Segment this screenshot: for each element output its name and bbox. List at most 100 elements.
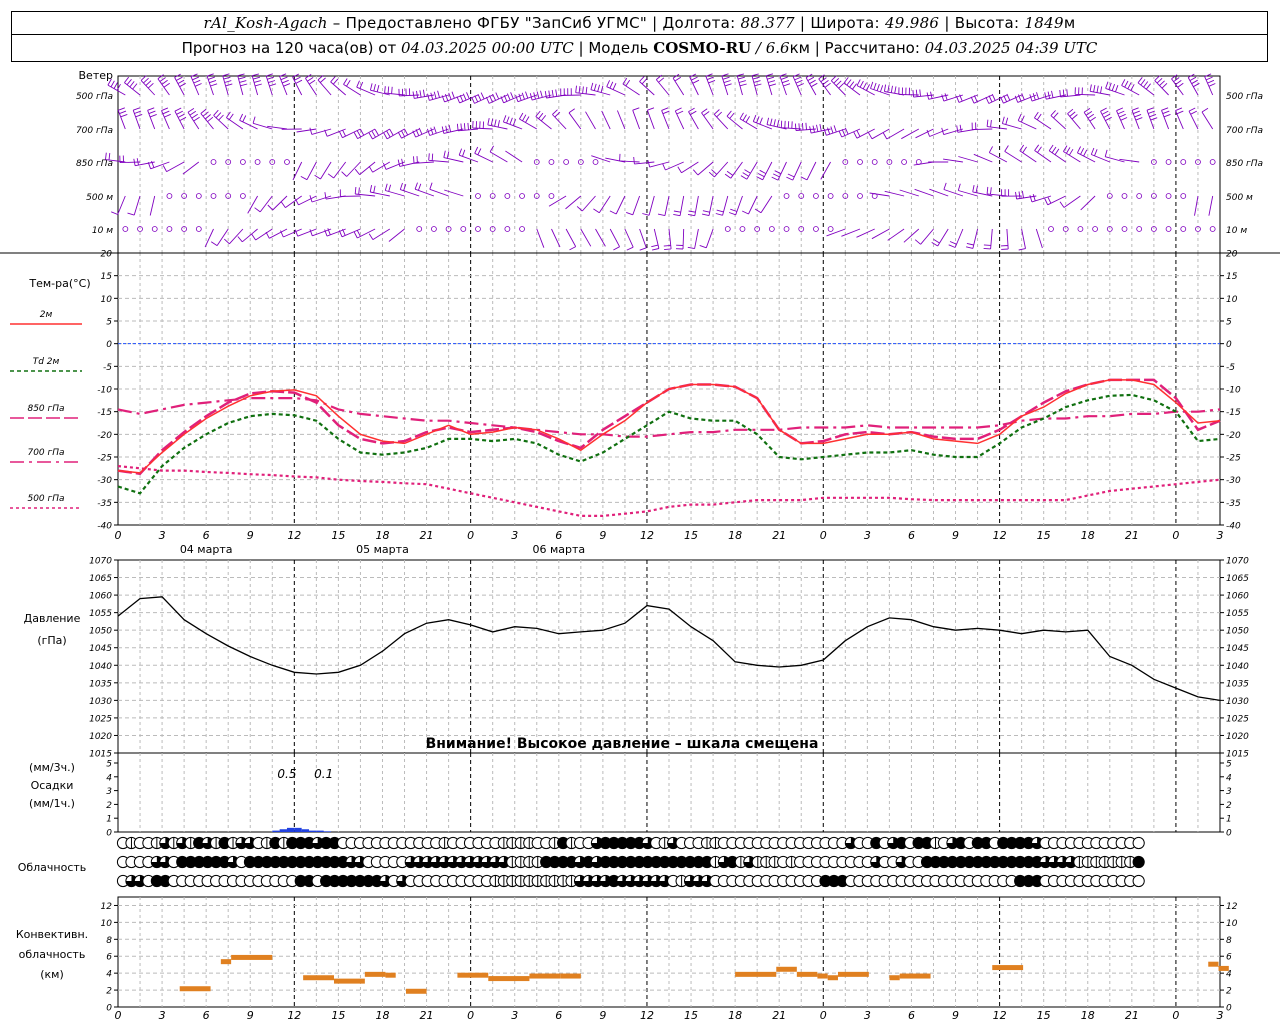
time-tick-label-bottom: 3 <box>1217 1009 1224 1022</box>
wind-calm-circle <box>137 226 143 232</box>
wind-barb <box>305 74 317 96</box>
wind-barb <box>1001 116 1022 130</box>
wind-barb <box>870 81 890 96</box>
cloud-cover-fill <box>667 837 679 849</box>
wind-barb <box>237 73 248 96</box>
wind-calm-circle <box>489 226 496 232</box>
wind-barb <box>692 161 714 176</box>
wind-barb <box>622 77 640 96</box>
wind-barb <box>632 107 641 130</box>
time-tick-label: 3 <box>159 529 166 542</box>
precip_panel-tick-label-left: 1 <box>106 815 112 825</box>
wind-barb <box>687 195 699 217</box>
wind-barb <box>111 195 126 215</box>
time-tick-label-bottom: 18 <box>728 1009 742 1022</box>
wind-calm-circle <box>504 226 511 232</box>
wind-barb <box>213 109 229 130</box>
time-tick-label: 9 <box>952 529 959 542</box>
wind-barb <box>713 109 729 130</box>
conv-cloud-bar <box>992 965 1024 971</box>
wind-barb <box>646 107 655 130</box>
precip_panel-tick-label-right: 5 <box>1226 760 1232 770</box>
wind-barb <box>943 182 964 197</box>
wind-calm-circle <box>195 193 202 199</box>
wind-calm-circle <box>548 193 555 199</box>
wind-calm-circle <box>813 193 819 199</box>
model-label: | Модель <box>573 39 654 57</box>
wind-barb <box>663 228 672 251</box>
wind-calm-circle <box>533 159 540 165</box>
cloud-cover-fill <box>659 875 671 887</box>
pressure_panel-tick-label-right: 1030 <box>1226 697 1249 707</box>
conv_panel-tick-label-left: 10 <box>101 919 113 929</box>
wind-calm-circle <box>1062 226 1069 232</box>
precip-bar <box>301 829 310 832</box>
wind-calm-circle <box>1150 193 1157 199</box>
wind-calm-circle <box>166 226 173 232</box>
temp-legend-label: Td 2м <box>33 357 60 367</box>
wind-calm-circle <box>475 193 481 199</box>
pressure-unit: (гПа) <box>37 634 66 647</box>
precip-unit-3h: (мм/3ч.) <box>29 761 75 774</box>
cloud-cover-fill <box>159 856 171 868</box>
cloud-cover-fill <box>396 875 408 887</box>
wind-calm-circle <box>533 193 540 199</box>
cloud-cover-fill <box>379 875 391 887</box>
precip_panel-tick-label-right: 0 <box>1226 829 1232 839</box>
wind-barb <box>265 73 277 96</box>
wind-barb <box>1048 144 1066 163</box>
wind-barb <box>292 73 303 96</box>
wind-barb <box>502 115 523 130</box>
wind-barb <box>353 128 376 139</box>
wind-calm-circle <box>842 159 849 165</box>
wind-barb <box>132 107 143 130</box>
temp_panel-tick-label-right: 0 <box>1226 340 1232 350</box>
wind-barb <box>580 228 592 247</box>
wind-calm-circle <box>886 159 893 165</box>
conv-cloud-bar <box>817 973 828 979</box>
temp_panel-tick-label-left: 10 <box>101 295 113 305</box>
temp_panel-tick-label-left: 15 <box>101 272 113 282</box>
wind-barb <box>237 228 258 243</box>
wind-barb <box>647 160 670 168</box>
wind-barb <box>124 76 141 96</box>
wind-calm-circle <box>166 193 173 199</box>
wind-barb <box>388 228 405 242</box>
wind-calm-circle <box>1106 226 1113 232</box>
wind-calm-circle <box>239 193 246 199</box>
wind-barb <box>823 125 846 136</box>
cloud-cover-fill <box>574 875 586 887</box>
temp_panel-tick-label-left: -30 <box>97 476 112 486</box>
precip-unit-1h: (мм/1ч.) <box>29 797 75 810</box>
wind-barb <box>575 85 596 96</box>
cloud-cover-fill <box>642 875 654 887</box>
model-resolution: / 6.6 <box>751 39 790 57</box>
wind-barb <box>853 128 875 139</box>
wind-barb <box>1067 108 1081 130</box>
wind-barb <box>988 146 1008 163</box>
pressure_panel-tick-label-right: 1020 <box>1226 732 1249 742</box>
temp-series-4 <box>117 465 1221 517</box>
wind-calm-circle <box>827 193 834 199</box>
wind-barb <box>884 190 905 197</box>
wind-barb <box>619 153 640 163</box>
temp_panel-tick-label-right: 15 <box>1226 272 1238 282</box>
altitude-label: | Высота: <box>939 14 1025 32</box>
wind-barb <box>317 74 332 96</box>
wind-barb <box>805 73 818 96</box>
wind-barb <box>606 80 626 96</box>
wind-barb <box>174 107 187 130</box>
model-name: COSMO-RU <box>653 39 752 57</box>
conv_panel-tick-label-right: 6 <box>1226 953 1232 963</box>
wind-calm-circle <box>783 193 790 199</box>
wind-barb <box>887 228 905 241</box>
wind-barb <box>986 119 1007 130</box>
wind-barb <box>1014 93 1037 103</box>
wind-barb <box>551 228 561 248</box>
wind-barb <box>174 73 186 96</box>
wind-barb <box>780 120 802 130</box>
conv-cloud-bar <box>1218 965 1229 971</box>
wind-calm-circle <box>1121 226 1128 232</box>
pressure_panel-tick-label-left: 1015 <box>89 750 112 760</box>
wind-barb <box>353 228 376 239</box>
